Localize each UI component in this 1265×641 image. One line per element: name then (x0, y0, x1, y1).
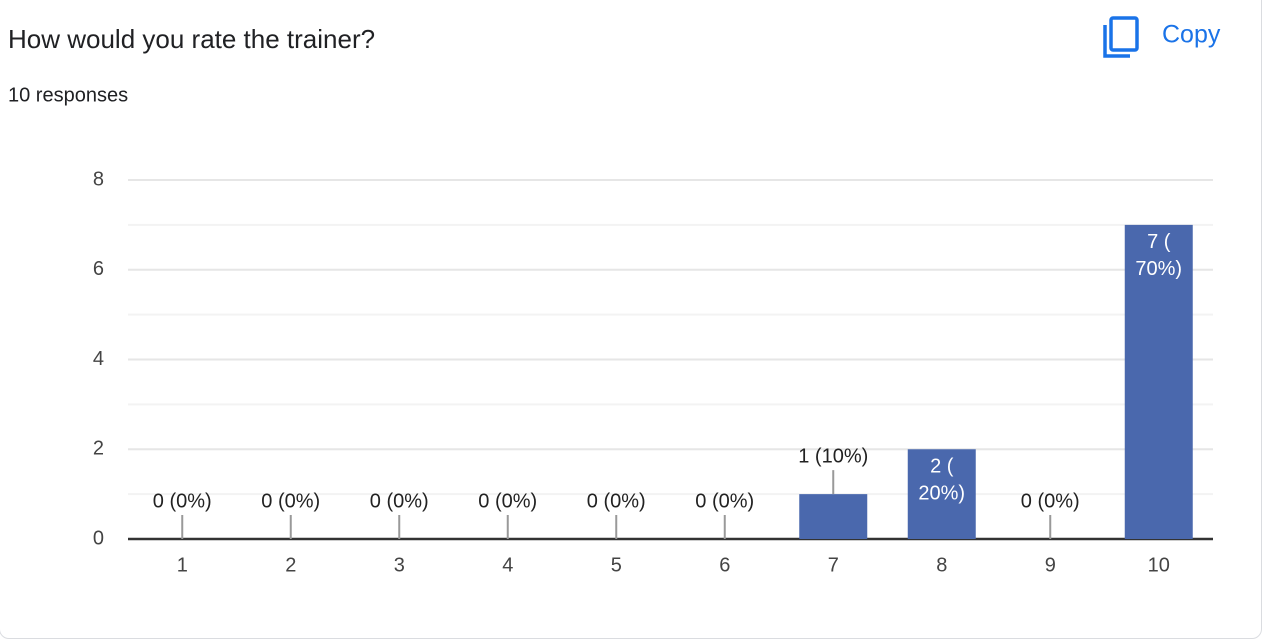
data-label: 0 (0%) (695, 490, 754, 512)
x-tick-label: 3 (394, 554, 405, 576)
data-label: 1 (10%) (798, 445, 868, 467)
bar (1124, 224, 1193, 539)
bar (907, 449, 976, 539)
x-tick-label: 8 (936, 554, 947, 576)
data-label: 0 (0%) (478, 490, 537, 512)
subtitle: 10 responses (8, 84, 128, 106)
data-label: 0 (0%) (370, 490, 429, 512)
copy-label: Copy (1162, 21, 1221, 49)
y-tick-label: 2 (93, 438, 104, 460)
y-tick-label: 0 (93, 527, 104, 549)
x-tick-label: 9 (1045, 554, 1056, 576)
copy-button[interactable]: Copy (1103, 16, 1221, 58)
y-tick-label: 6 (93, 258, 104, 280)
data-label: 0 (0%) (587, 490, 646, 512)
copy-icon (1109, 16, 1139, 52)
data-label: 0 (0%) (153, 490, 212, 512)
bar (799, 494, 868, 539)
y-tick-label: 4 (93, 348, 104, 370)
x-tick-label: 10 (1148, 554, 1170, 576)
copy-icon (1103, 25, 1130, 58)
data-label: 0 (0%) (261, 490, 320, 512)
x-tick-label: 7 (828, 554, 839, 576)
x-tick-label: 5 (611, 554, 622, 576)
data-label: 0 (0%) (1021, 490, 1080, 512)
x-tick-label: 2 (285, 554, 296, 576)
x-tick-label: 6 (719, 554, 730, 576)
x-tick-label: 1 (177, 554, 188, 576)
x-tick-label: 4 (502, 554, 513, 576)
data-label: 7 (70%) (1135, 231, 1182, 280)
data-label: 2 (20%) (918, 456, 965, 505)
chart-title: How would you rate the trainer? (8, 24, 375, 54)
y-tick-label: 8 (93, 168, 104, 190)
